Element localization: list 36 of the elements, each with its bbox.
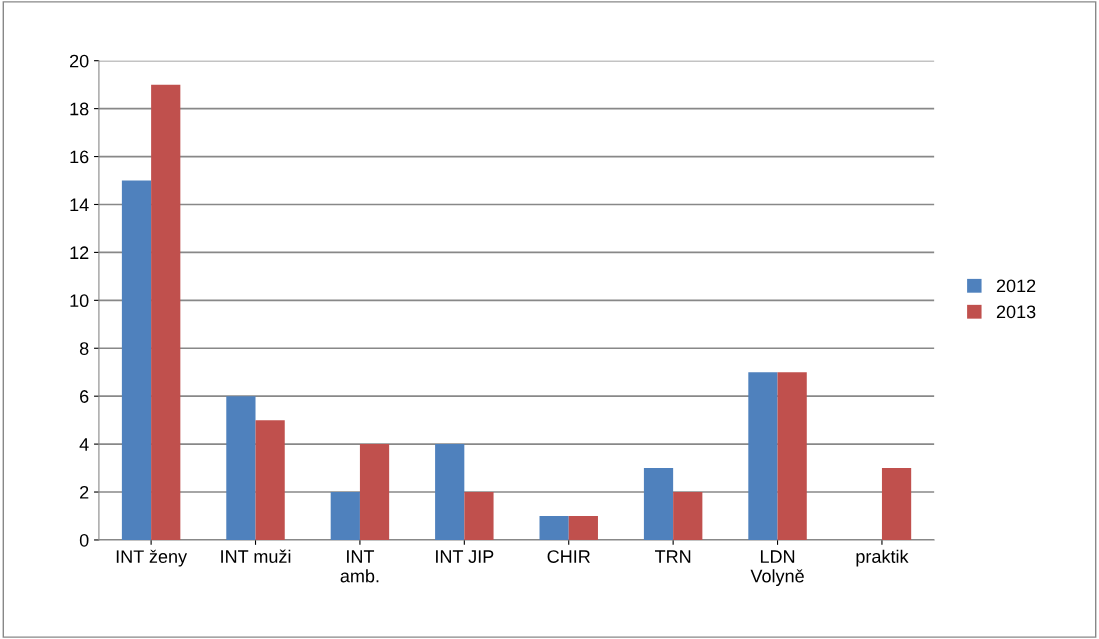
bar [748, 372, 778, 540]
y-tick-label: 14 [70, 198, 89, 212]
x-tick-label: LDN Volyně [750, 550, 804, 587]
y-tick-label: 10 [70, 294, 89, 308]
x-tick-label: TRN [654, 550, 691, 563]
y-tick-label: 18 [70, 102, 89, 116]
legend-label: 2012 [996, 279, 1036, 293]
bar [359, 444, 390, 540]
bar [464, 492, 494, 540]
bar [435, 444, 465, 540]
bar [568, 515, 598, 540]
bar [151, 84, 181, 540]
bar [255, 420, 285, 540]
x-tick-label: INT ženy [116, 549, 188, 567]
x-tick-label: praktik [856, 549, 909, 567]
y-tick-label: 2 [80, 485, 89, 499]
legend-label: 2013 [996, 305, 1036, 319]
y-tick-label: 6 [80, 390, 89, 403]
bar [330, 492, 360, 540]
bar [226, 396, 256, 540]
x-tick-label: INT JIP [436, 550, 494, 563]
bar [643, 468, 674, 540]
x-tick-label: INT muži [221, 549, 291, 563]
y-tick-label: 4 [79, 438, 89, 451]
bar [777, 372, 807, 540]
y-tick-label: 12 [70, 246, 89, 259]
y-tick-label: 16 [70, 150, 89, 164]
y-tick-label: 20 [70, 54, 89, 68]
bar [121, 180, 152, 540]
y-tick-label: 8 [79, 342, 89, 355]
x-tick-label: INT amb. [340, 550, 379, 583]
bar [881, 468, 912, 540]
x-tick-label: CHIR [547, 550, 590, 563]
y-tick-label: 0 [79, 533, 89, 547]
bar [673, 492, 703, 540]
bar [539, 515, 569, 540]
